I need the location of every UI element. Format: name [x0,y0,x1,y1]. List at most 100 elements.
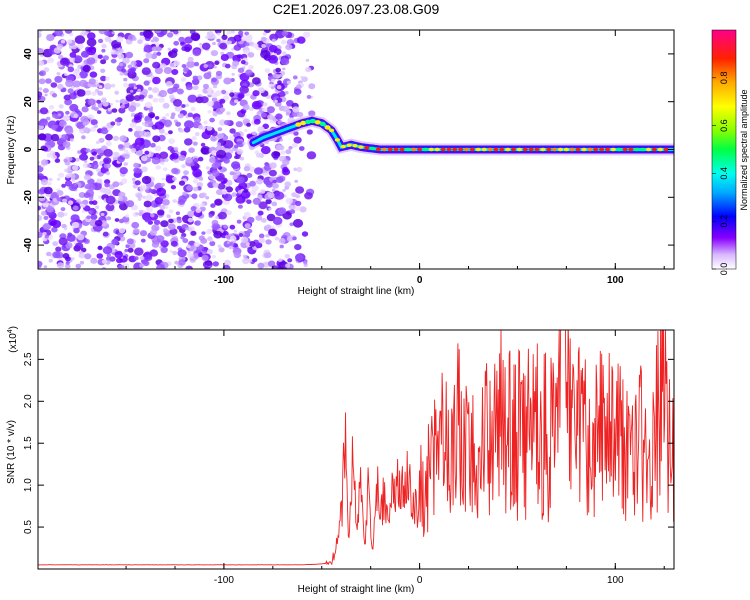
spectral-blob [46,205,54,213]
spectral-blob [246,173,253,178]
spectral-blob [272,179,277,184]
spectral-blob [139,256,145,261]
spectral-blob [84,160,88,163]
spectral-blob [90,214,98,220]
track-hotspot [587,147,593,152]
spectral-blob [153,219,161,226]
spectral-blob [119,62,124,67]
spectral-blob [217,244,222,248]
spectral-blob [254,167,263,175]
x-tick-label: 0 [417,275,423,286]
spectral-blob [222,95,230,101]
spectral-blob [211,77,217,83]
spectral-blob [206,249,213,255]
spectral-blob [266,224,272,229]
spectral-blob [66,39,73,44]
colorbar: 0.0 0.2 0.4 0.6 0.8 Normalized spectral ampl… [711,29,749,275]
spectral-blob [58,104,64,109]
spectral-blob [129,67,136,73]
spectral-blob [267,260,276,267]
spectral-blob [149,229,157,236]
spectral-blob [69,32,74,37]
spectral-blob [226,210,232,216]
spectral-blob [260,112,267,118]
spectral-blob [110,58,117,64]
spectral-blob [155,165,161,170]
spectral-blob [111,238,119,246]
spectral-blob [150,142,156,148]
spectral-blob [154,30,162,34]
spectral-blob [295,186,305,194]
spectral-blob [96,179,101,184]
spectral-blob [122,57,130,64]
spectral-blob [243,166,251,172]
spectral-blob [285,149,292,155]
track-hotspot [604,147,611,152]
spectral-blob [181,64,187,68]
spectral-blob [72,80,81,88]
spectral-blob [63,158,68,163]
spectral-blob [264,30,271,34]
spectral-blob [201,250,207,255]
spectral-blob [225,63,231,69]
spectral-blob [168,209,174,214]
spectral-blob [171,112,176,117]
spectral-blob [255,215,263,221]
spectral-blob [292,75,298,80]
spectral-blob [69,52,77,58]
spectral-blob [253,118,261,125]
spectral-blob [223,193,233,202]
y-tick-label: 20 [23,96,34,108]
spectral-blob [168,138,176,145]
spectral-blob [38,78,46,85]
spectral-blob [180,150,187,157]
spectral-blob [210,203,216,208]
spectral-blob [97,54,103,59]
track-hotspot [557,147,564,152]
spectral-blob [52,197,58,202]
spectral-blob [145,52,153,59]
spectral-blob [121,178,128,184]
spectral-blob [119,167,128,175]
spectral-blob [152,36,158,42]
spectral-blob [38,173,45,180]
track-hotspot [428,147,434,152]
snr-scale-prefix: (x10 [8,333,19,353]
spectral-blob [39,107,49,115]
spectral-blob [231,72,235,76]
spectral-blob [42,88,49,94]
spectral-blob [284,91,289,95]
track-hotspot [505,147,511,152]
spectral-blob [239,85,249,94]
spectral-blob [43,215,49,220]
spectral-blob [196,75,203,81]
spectral-blob [200,96,209,104]
spectral-blob [90,119,98,126]
spectral-blob [114,251,123,259]
spectral-blob [201,254,209,261]
spectral-blob [217,211,227,220]
spectral-blob [56,197,62,202]
spectral-blob [212,182,219,188]
svg-text:(x104): (x104) [7,326,19,353]
spectral-blob [59,120,67,127]
spectral-blob [143,44,153,53]
spectral-blob [38,120,45,126]
spectral-blob [279,138,284,142]
spectral-blob [271,38,276,43]
spectral-blob [214,30,222,34]
spectral-blob [257,126,265,133]
spectral-blob [212,84,218,89]
spectrogram-marks [38,30,674,269]
spectral-blob [43,265,48,269]
spectral-blob [187,112,194,118]
spectral-blob [277,207,287,215]
spectral-blob [98,137,105,143]
track-hotspot [300,120,307,126]
spectral-blob [123,162,128,166]
spectral-blob [101,259,107,264]
spectral-blob [86,215,91,220]
spectral-blob [273,151,279,157]
spectral-blob [50,82,58,88]
spectral-blob [188,147,195,153]
